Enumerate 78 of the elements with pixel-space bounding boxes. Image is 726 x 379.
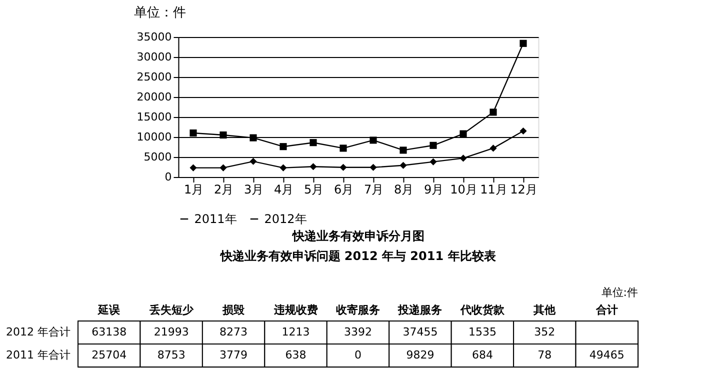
point [370,136,377,144]
data-label: 25704 [92,348,127,362]
x-tick-label: 7月 [364,182,384,196]
point [490,108,497,116]
data-label: 0 [354,348,362,362]
y-tick-label: 5000 [144,150,172,164]
y-tick-label: 2012 年合计 [6,326,70,338]
point [520,127,527,135]
legend-label: 2012年 [264,212,307,226]
x-tick-label: 11月 [480,182,508,196]
data-label: 49465 [589,348,624,362]
x-tick-label: 投递服务 [397,304,442,316]
data-label: 684 [472,348,493,362]
x-tick-label: 延误 [97,304,122,316]
x-tick-label: 9月 [424,182,444,196]
data-label: 37455 [402,326,438,338]
legend-label: 2011年 [194,212,237,226]
point [190,129,197,137]
data-label: 1213 [282,326,310,338]
text: 快递业务有效申诉分月图 [291,229,424,243]
point [490,144,497,152]
point [250,158,257,165]
data-label: 3392 [344,326,372,338]
data-label: 352 [534,326,556,338]
x-tick-label: 收寄服务 [336,304,380,316]
y-tick-label: 30000 [136,50,172,64]
x-tick-label: 10月 [450,182,478,196]
point [520,40,527,47]
point [340,144,347,152]
point [400,146,407,154]
x-tick-label: 损毁 [222,304,246,316]
point [400,162,407,169]
data-label: 638 [285,348,306,362]
point [310,163,317,170]
point [250,134,257,142]
data-label: 78 [538,348,552,362]
y-tick-label: 20000 [136,90,172,104]
point [280,164,287,172]
x-tick-label: 12月 [510,182,538,196]
x-tick-label: 6月 [334,182,354,196]
point [460,154,467,162]
x-tick-label: 1月 [184,182,204,196]
data-label: 8273 [220,326,248,338]
data-label: 9829 [406,348,434,362]
x-tick-label: 5月 [304,182,324,196]
y-tick-label: 35000 [136,30,172,44]
point [220,164,227,172]
x-tick-label: 4月 [274,182,294,196]
data-label: 21993 [154,326,189,338]
x-tick-label: 代收货款 [459,304,506,316]
x-tick-label: 其他 [532,304,557,316]
point [220,131,227,139]
point [370,164,377,171]
y-axis-title: 单位：件 [134,6,186,20]
x-tick-label: 2月 [214,182,234,196]
y-tick-label: 0 [164,170,172,184]
y-tick-label: 25000 [136,70,172,84]
data-label: 1535 [468,326,496,338]
x-tick-label: 8月 [394,182,414,196]
point [430,158,437,166]
y-tick-label: 15000 [136,110,172,124]
data-label: 8753 [157,348,186,362]
point [430,142,437,149]
point [190,164,197,172]
text: 单位:件 [601,286,638,299]
point [340,164,347,171]
y-tick-label: 2011 年合计 [6,348,70,362]
chart-title: 快递业务有效申诉问题 2012 年与 2011 年比较表 [219,249,497,263]
y-tick-label: 10000 [136,130,172,144]
data-label: 3779 [220,348,248,362]
point [280,143,287,150]
data-label: 63138 [92,326,127,338]
point [460,130,467,138]
x-tick-label: 违规收费 [272,304,318,316]
x-tick-label: 合计 [594,304,618,316]
x-tick-label: 3月 [244,182,264,196]
point [310,139,317,146]
x-tick-label: 丢失短少 [148,304,194,316]
